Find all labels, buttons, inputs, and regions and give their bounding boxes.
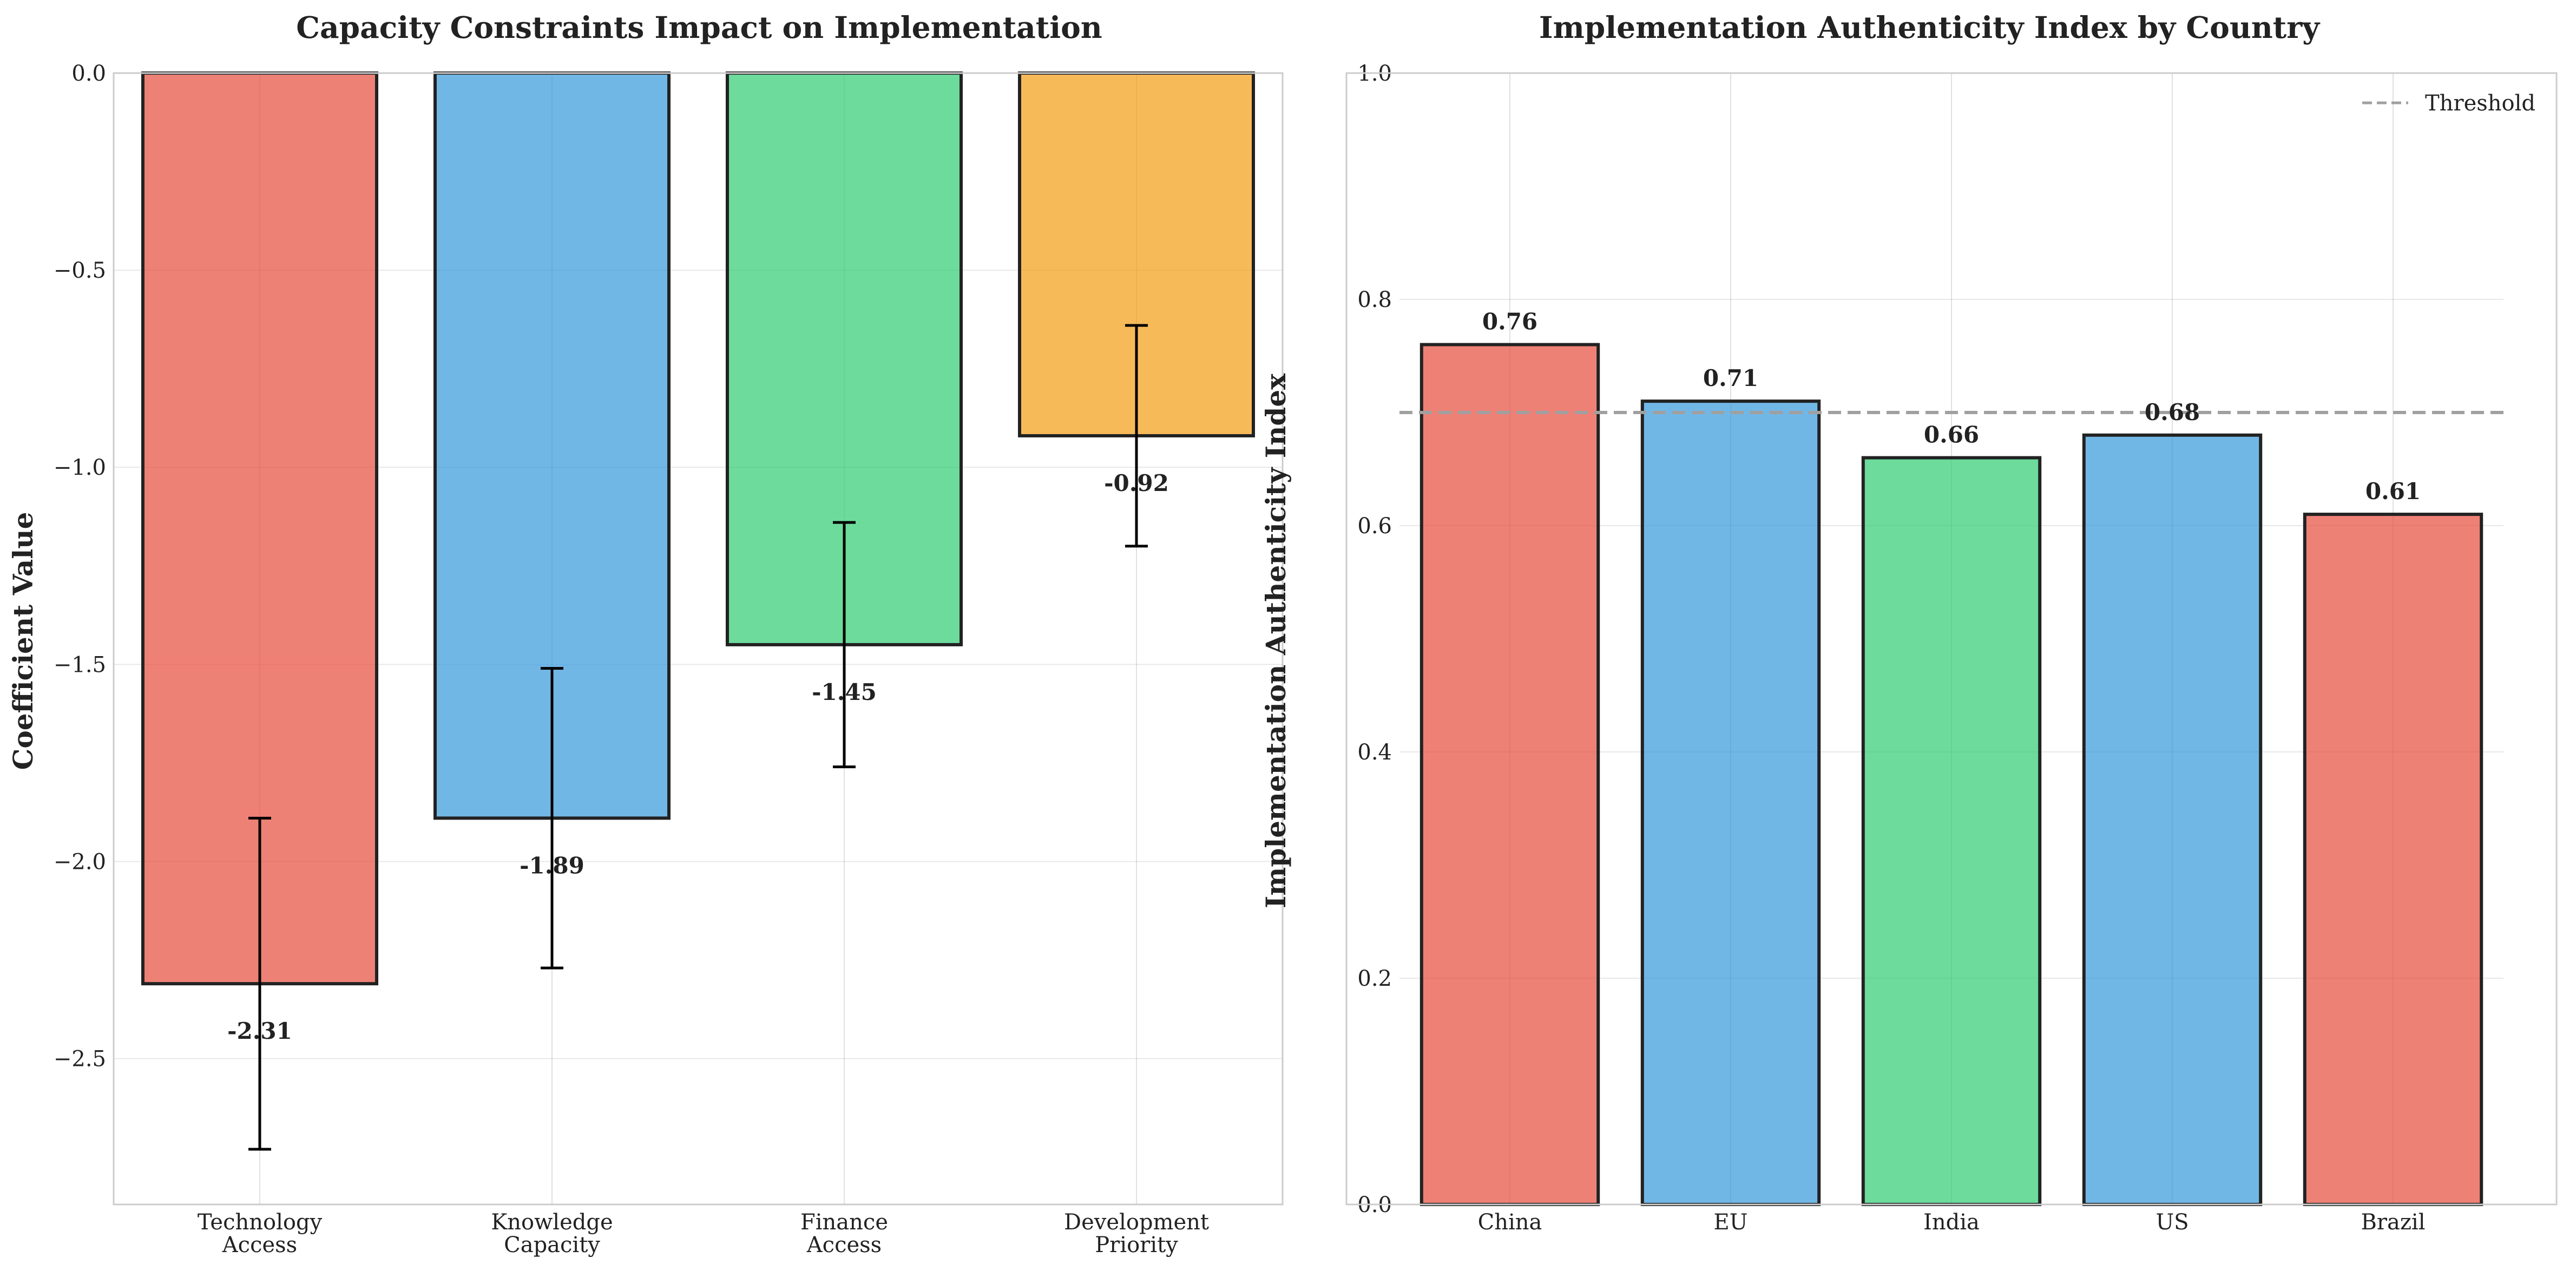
y-tick-label: −2.5 (54, 1047, 106, 1072)
x-tick-label: India (1923, 1210, 1980, 1235)
y-tick-label: 0.8 (1357, 287, 1392, 312)
bar (2303, 513, 2483, 1206)
chart2-y-axis-label: Implementation Authenticity Index (1260, 373, 1292, 908)
y-tick-label: 0.0 (71, 61, 106, 86)
chart2-title: Implementation Authenticity Index by Cou… (1539, 10, 2321, 45)
chart1-plot-frame (113, 72, 1284, 1206)
chart2-plot-frame (1345, 72, 2558, 1206)
data-label: -2.31 (227, 1018, 292, 1044)
x-tick-label: China (1478, 1210, 1542, 1235)
y-tick-label: −0.5 (54, 258, 106, 283)
data-label: 0.66 (1924, 422, 1979, 448)
legend: Threshold (2362, 91, 2535, 116)
coefficient-chart: Capacity Constraints Impact on Implement… (7, 10, 1284, 1258)
x-tick-label: Development Priority (1064, 1210, 1209, 1258)
bar (1640, 400, 1821, 1206)
data-label: -0.92 (1104, 470, 1169, 496)
chart1-title: Capacity Constraints Impact on Implement… (296, 10, 1102, 45)
bar (1420, 343, 1600, 1206)
chart1-y-axis-label: Coefficient Value (7, 512, 39, 770)
y-tick-label: −1.5 (54, 652, 106, 677)
x-tick-label: Knowledge Capacity (491, 1210, 613, 1258)
authenticity-chart: Implementation Authenticity Index by Cou… (1260, 10, 2558, 1235)
y-tick-label: 0.6 (1357, 514, 1392, 539)
bar (2082, 433, 2263, 1206)
data-label: 0.76 (1482, 309, 1537, 335)
x-tick-label: US (2156, 1210, 2189, 1235)
data-label: 0.68 (2145, 399, 2200, 425)
y-tick-label: −2.0 (54, 849, 106, 874)
y-tick-label: 0.4 (1357, 740, 1392, 765)
x-tick-label: Brazil (2361, 1210, 2425, 1235)
x-tick-label: Finance Access (800, 1210, 888, 1258)
bar (1861, 456, 2042, 1206)
x-tick-label: Technology Access (198, 1210, 323, 1258)
y-tick-label: −1.0 (54, 455, 106, 480)
data-label: -1.45 (812, 679, 877, 705)
x-tick-label: EU (1714, 1210, 1748, 1235)
legend-threshold-label: Threshold (2425, 91, 2535, 116)
data-label: -1.89 (520, 852, 584, 879)
data-label: 0.61 (2365, 478, 2421, 505)
y-tick-label: 0.2 (1357, 966, 1392, 991)
data-label: 0.71 (1703, 365, 1758, 391)
